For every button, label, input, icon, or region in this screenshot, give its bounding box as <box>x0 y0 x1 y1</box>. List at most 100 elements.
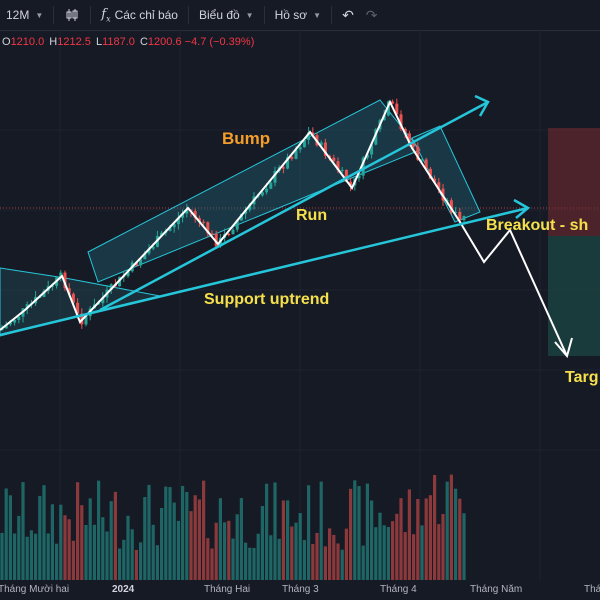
volume-bar <box>332 534 336 580</box>
target-arrowhead <box>554 337 573 359</box>
axis-label: Tháng 4 <box>380 584 417 595</box>
volume-bar <box>172 502 176 580</box>
volume-bar <box>139 542 143 580</box>
redo-icon: ↷ <box>365 6 378 23</box>
run-trendline[interactable] <box>99 100 489 312</box>
candle-body <box>281 167 285 169</box>
candle-body <box>17 316 21 320</box>
toolbar-divider <box>90 6 92 24</box>
redo-button[interactable]: ↷ <box>360 0 384 30</box>
candle-body <box>147 248 151 254</box>
top-toolbar: 12M ▼ fx Các chỉ báo Biểu đồ ▼ Hồ sơ ▼ ↶… <box>0 0 600 31</box>
volume-bar <box>361 545 365 580</box>
candle-body <box>449 200 453 213</box>
support-trendline[interactable] <box>0 206 529 337</box>
volume-bar <box>160 507 164 580</box>
time-axis: Tháng Mười hai 2024 Tháng Hai Tháng 3 Th… <box>0 580 600 600</box>
volume-bar <box>323 546 327 580</box>
run-arrowhead <box>474 94 490 117</box>
volume-bar <box>214 522 218 580</box>
candle-body <box>311 132 315 136</box>
candle-body <box>340 169 344 171</box>
candle-body <box>206 222 210 234</box>
stop-loss-zone <box>548 128 600 236</box>
interval-label: 12M <box>6 8 30 22</box>
volume-bar <box>168 487 172 580</box>
candle-body <box>416 146 420 160</box>
price-chart[interactable]: Bump Run Support uptrend Breakout - sh T… <box>0 30 600 580</box>
volume-bar <box>449 474 453 580</box>
candle-body <box>403 128 407 134</box>
candle-style-button[interactable] <box>58 0 86 30</box>
volume-bar <box>273 482 277 580</box>
candle-body <box>139 259 143 266</box>
indicators-label: Các chỉ báo <box>114 8 178 22</box>
volume-bar <box>441 513 445 580</box>
interval-selector[interactable]: 12M ▼ <box>0 0 49 30</box>
volume-bar <box>248 547 252 580</box>
volume-bar <box>71 540 75 580</box>
volume-bar <box>454 488 458 580</box>
volume-bar <box>29 530 33 580</box>
candle-body <box>143 253 147 260</box>
candle-body <box>428 168 432 179</box>
candle-body <box>97 303 101 305</box>
volume-bar <box>458 498 462 580</box>
volume-bar <box>265 483 269 580</box>
open-label: O <box>2 36 11 48</box>
volume-bar <box>365 483 369 580</box>
volume-bar <box>311 543 315 580</box>
volume-bar <box>55 543 59 580</box>
profile-button[interactable]: Hồ sơ ▼ <box>269 0 327 30</box>
function-icon: fx <box>101 6 111 24</box>
candle-body <box>42 291 46 297</box>
candle-body <box>407 133 411 144</box>
close-label: C <box>139 36 148 48</box>
candle-body <box>265 188 269 193</box>
candle-body <box>433 178 437 183</box>
run-channel <box>87 99 421 283</box>
volume-bar <box>84 524 88 580</box>
candle-body <box>395 103 399 115</box>
toolbar-divider <box>187 6 189 24</box>
candle-body <box>25 304 29 309</box>
candle-body <box>202 221 206 223</box>
volume-bar <box>176 520 180 580</box>
candle-body <box>59 272 63 278</box>
volume-bar <box>76 482 80 580</box>
chart-type-label: Biểu đồ <box>198 8 240 22</box>
candle-body <box>76 302 80 314</box>
candle-body <box>323 142 327 156</box>
indicators-button[interactable]: fx Các chỉ báo <box>95 0 184 30</box>
volume-bar <box>445 481 449 580</box>
pattern-zigzag <box>0 99 568 357</box>
volume-bar <box>239 498 243 580</box>
axis-label: 2024 <box>112 584 135 595</box>
volume-bar <box>378 512 382 580</box>
candle-body <box>344 169 348 182</box>
axis-label: Tháng <box>584 584 600 595</box>
candle-body <box>332 157 336 162</box>
candle-body <box>412 143 416 147</box>
volume-bar <box>143 497 147 580</box>
volume-bar <box>256 533 260 580</box>
axis-label: Tháng Mười hai <box>0 584 70 595</box>
undo-button[interactable]: ↶ <box>336 0 360 30</box>
volume-bar <box>235 514 239 580</box>
candle-body <box>227 234 231 236</box>
volume-bar <box>59 504 63 580</box>
volume-bar <box>42 485 46 580</box>
volume-bar <box>399 498 403 580</box>
volume-bar <box>374 527 378 580</box>
volume-bar <box>218 498 222 580</box>
candle-body <box>462 216 466 221</box>
support-label: Support uptrend <box>204 291 329 308</box>
candle-body <box>307 132 311 140</box>
target-label: Targ <box>565 369 598 386</box>
grid <box>0 30 600 580</box>
axis-label: Tháng 3 <box>282 584 319 595</box>
volume-bar <box>344 528 348 580</box>
candle-body <box>134 262 138 266</box>
chart-type-button[interactable]: Biểu đồ ▼ <box>193 0 260 30</box>
candle-body <box>319 142 323 146</box>
